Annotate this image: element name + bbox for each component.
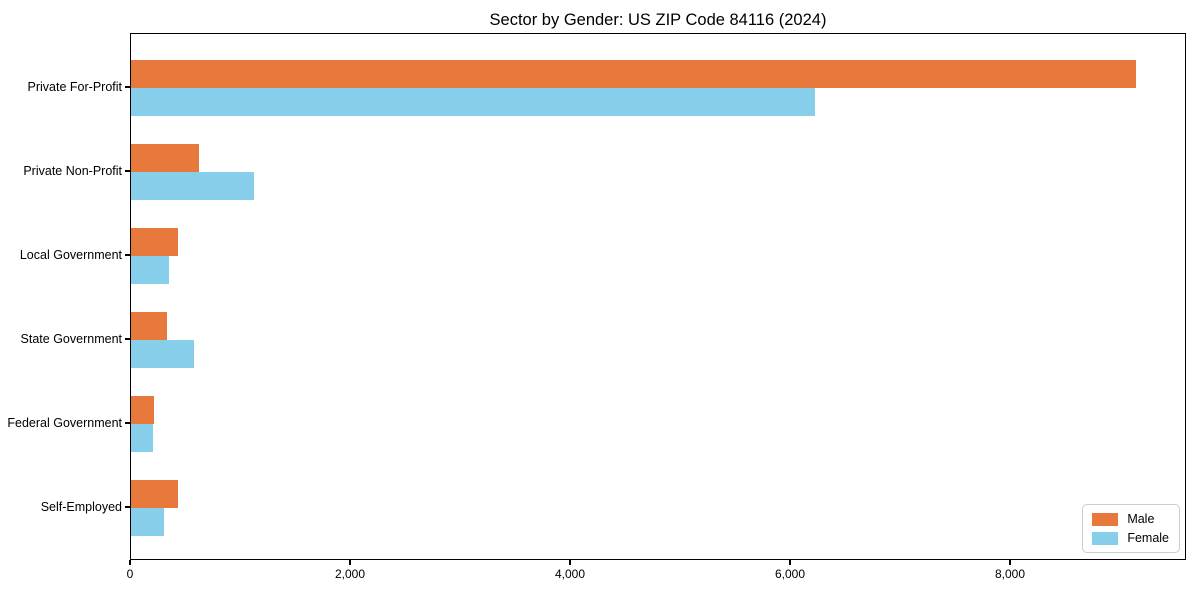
bar-female-2 [131, 172, 255, 200]
bar-female-4 [131, 340, 194, 368]
y-tick-label: State Government [20, 332, 122, 346]
legend: Male Female [1082, 504, 1180, 553]
bar-male-3 [131, 228, 179, 256]
y-tick-mark [125, 170, 130, 172]
x-tick-label: 8,000 [994, 567, 1026, 581]
bar-male-4 [131, 312, 168, 340]
y-tick-mark [125, 338, 130, 340]
bar-female-5 [131, 424, 153, 452]
x-tick-mark [349, 560, 351, 565]
x-tick-mark [129, 560, 131, 565]
legend-item-female: Female [1092, 531, 1169, 545]
y-tick-mark [125, 422, 130, 424]
bar-male-6 [131, 480, 179, 508]
legend-label-male: Male [1127, 512, 1155, 526]
y-tick-label: Federal Government [7, 416, 122, 430]
legend-swatch-male [1092, 512, 1119, 526]
x-tick-mark [1009, 560, 1011, 565]
x-tick-label: 2,000 [334, 567, 366, 581]
x-tick-label: 6,000 [774, 567, 806, 581]
legend-label-female: Female [1127, 531, 1169, 545]
bar-male-5 [131, 396, 154, 424]
bar-female-1 [131, 88, 816, 116]
legend-swatch-female [1092, 531, 1119, 545]
y-tick-mark [125, 86, 130, 88]
y-tick-label: Local Government [19, 248, 122, 262]
bar-female-6 [131, 508, 164, 536]
legend-item-male: Male [1092, 512, 1169, 526]
x-tick-mark [789, 560, 791, 565]
bar-male-1 [131, 60, 1137, 88]
bar-female-3 [131, 256, 169, 284]
y-tick-label: Private Non-Profit [23, 164, 122, 178]
x-tick-label: 4,000 [554, 567, 586, 581]
y-tick-label: Self-Employed [40, 500, 122, 514]
x-tick-mark [569, 560, 571, 565]
plot-area: Male Female [130, 33, 1186, 560]
x-tick-label: 0 [126, 567, 134, 581]
y-tick-mark [125, 506, 130, 508]
y-tick-mark [125, 254, 130, 256]
bar-male-2 [131, 144, 200, 172]
chart-title: Sector by Gender: US ZIP Code 84116 (202… [489, 11, 827, 29]
y-tick-label: Private For-Profit [27, 80, 122, 94]
